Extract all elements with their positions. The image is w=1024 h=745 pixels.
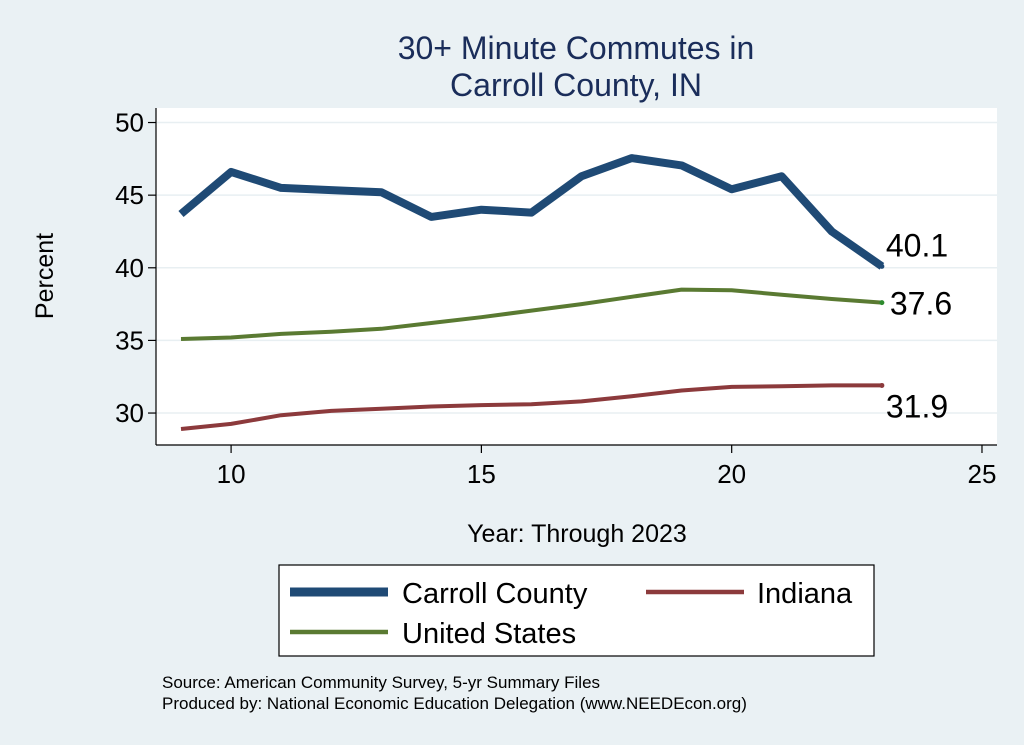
plot-area [156,108,997,445]
legend: Carroll County Indiana United States [278,564,875,657]
x-tick-label-10: 10 [217,459,246,489]
end-point-carroll-county [879,263,885,269]
y-tick-label-30: 30 [115,398,144,428]
x-tick-label-25: 25 [968,459,997,489]
series-line-carroll-county [178,154,885,270]
end-label-carroll-county: 40.1 [886,227,948,263]
producer-note: Produced by: National Economic Education… [162,694,747,713]
y-tick-label-35: 35 [115,325,144,355]
legend-label-united-states: United States [402,618,576,650]
legend-box [278,564,875,657]
source-note: Source: American Community Survey, 5-yr … [162,673,600,692]
end-label-indiana: 31.9 [886,388,948,424]
series-line-indiana [180,383,882,431]
y-tick-label-40: 40 [115,253,144,283]
end-labels: 31.9 37.6 40.1 [886,227,952,424]
legend-label-indiana: Indiana [757,578,853,610]
legend-label-carroll-county: Carroll County [402,578,588,610]
x-tick-label-20: 20 [717,459,746,489]
series-lines [178,154,885,431]
y-tick-label-50: 50 [115,108,144,138]
series-line-united-states [180,287,883,341]
chart-title-line-2: Carroll County, IN [450,67,702,103]
x-axis-title: Year: Through 2023 [467,520,687,548]
end-point-united-states [879,300,885,306]
end-point-indiana [879,382,885,388]
x-tick-label-15: 15 [467,459,496,489]
y-axis-title: Percent [31,233,59,319]
gridlines [156,121,997,414]
y-tick-label-45: 45 [115,180,144,210]
end-label-united-states: 37.6 [890,286,952,322]
y-axis-ticks: 30 35 40 45 50 [115,108,156,428]
x-axis-ticks: 10 15 20 25 [217,445,997,489]
chart-title-line-1: 30+ Minute Commutes in [398,30,755,66]
